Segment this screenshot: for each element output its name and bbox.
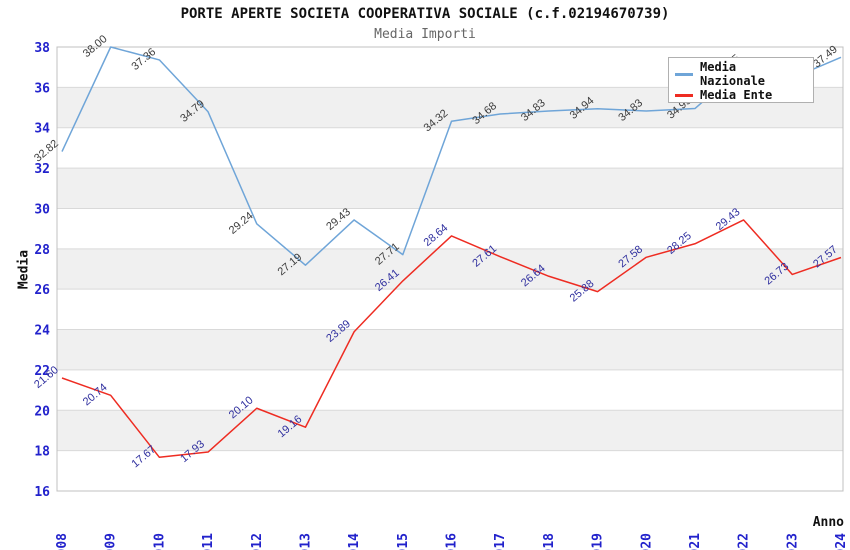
series-line-ente [61, 219, 842, 459]
y-tick-label: 18 [34, 445, 50, 460]
legend-item-media-nazionale: Media Nazionale [675, 60, 807, 88]
x-axis-title: Anno [812, 515, 844, 530]
x-tick-label: 2024 [834, 533, 849, 550]
point-label: 29.43 [324, 206, 353, 233]
plot-band [57, 410, 843, 451]
y-tick-label: 32 [34, 162, 50, 177]
y-tick-label: 38 [34, 41, 50, 56]
y-tick-label: 26 [34, 283, 50, 298]
x-tick-label: 2010 [152, 533, 167, 550]
x-tick-label: 2022 [737, 533, 752, 550]
y-tick-label: 36 [34, 81, 50, 96]
y-tick-label: 16 [34, 485, 50, 500]
y-tick-label: 24 [34, 324, 50, 339]
x-tick-label: 2017 [493, 533, 508, 550]
y-tick-label: 28 [34, 243, 50, 258]
plot-border [56, 46, 844, 492]
y-axis-title: Media [16, 249, 32, 290]
x-tick-label: 2014 [347, 533, 362, 550]
x-tick-label: 2009 [104, 533, 119, 550]
chart-subtitle: Media Importi [374, 27, 476, 42]
point-label: 37.36 [129, 46, 158, 73]
plot-band [57, 329, 843, 370]
line-swatch-ente-icon [675, 93, 693, 97]
x-tick-label: 2020 [639, 533, 654, 550]
x-tick-label: 2012 [250, 533, 265, 550]
x-tick-label: 2013 [298, 533, 313, 550]
x-tick-label: 2008 [55, 533, 70, 550]
point-label: 29.43 [714, 206, 743, 233]
point-label: 28.64 [422, 222, 451, 249]
legend-label-nazionale: Media Nazionale [700, 60, 766, 88]
x-tick-label: 2019 [591, 533, 606, 550]
point-label: 29.24 [227, 210, 256, 237]
x-tick-label: 2015 [396, 533, 411, 550]
y-tick-label: 20 [34, 404, 50, 419]
x-tick-label: 2023 [785, 533, 800, 550]
y-tick-label: 34 [34, 122, 50, 137]
legend-label-ente: Media Ente [700, 88, 773, 102]
x-tick-label: 2011 [201, 533, 216, 550]
y-tick-label: 22 [34, 364, 50, 379]
plot-band [57, 168, 843, 209]
x-tick-label: 2021 [688, 533, 703, 550]
legend-item-media-ente: Media Ente [675, 88, 807, 102]
x-tick-label: 2018 [542, 533, 557, 550]
y-tick-label: 30 [34, 202, 50, 217]
line-swatch-nazionale-icon [675, 72, 693, 76]
plot-band [57, 248, 843, 290]
x-tick-label: 2016 [445, 533, 460, 550]
chart-title: PORTE APERTE SOCIETA COOPERATIVA SOCIALE… [180, 6, 670, 22]
legend: Media Nazionale Media Ente [668, 57, 814, 103]
